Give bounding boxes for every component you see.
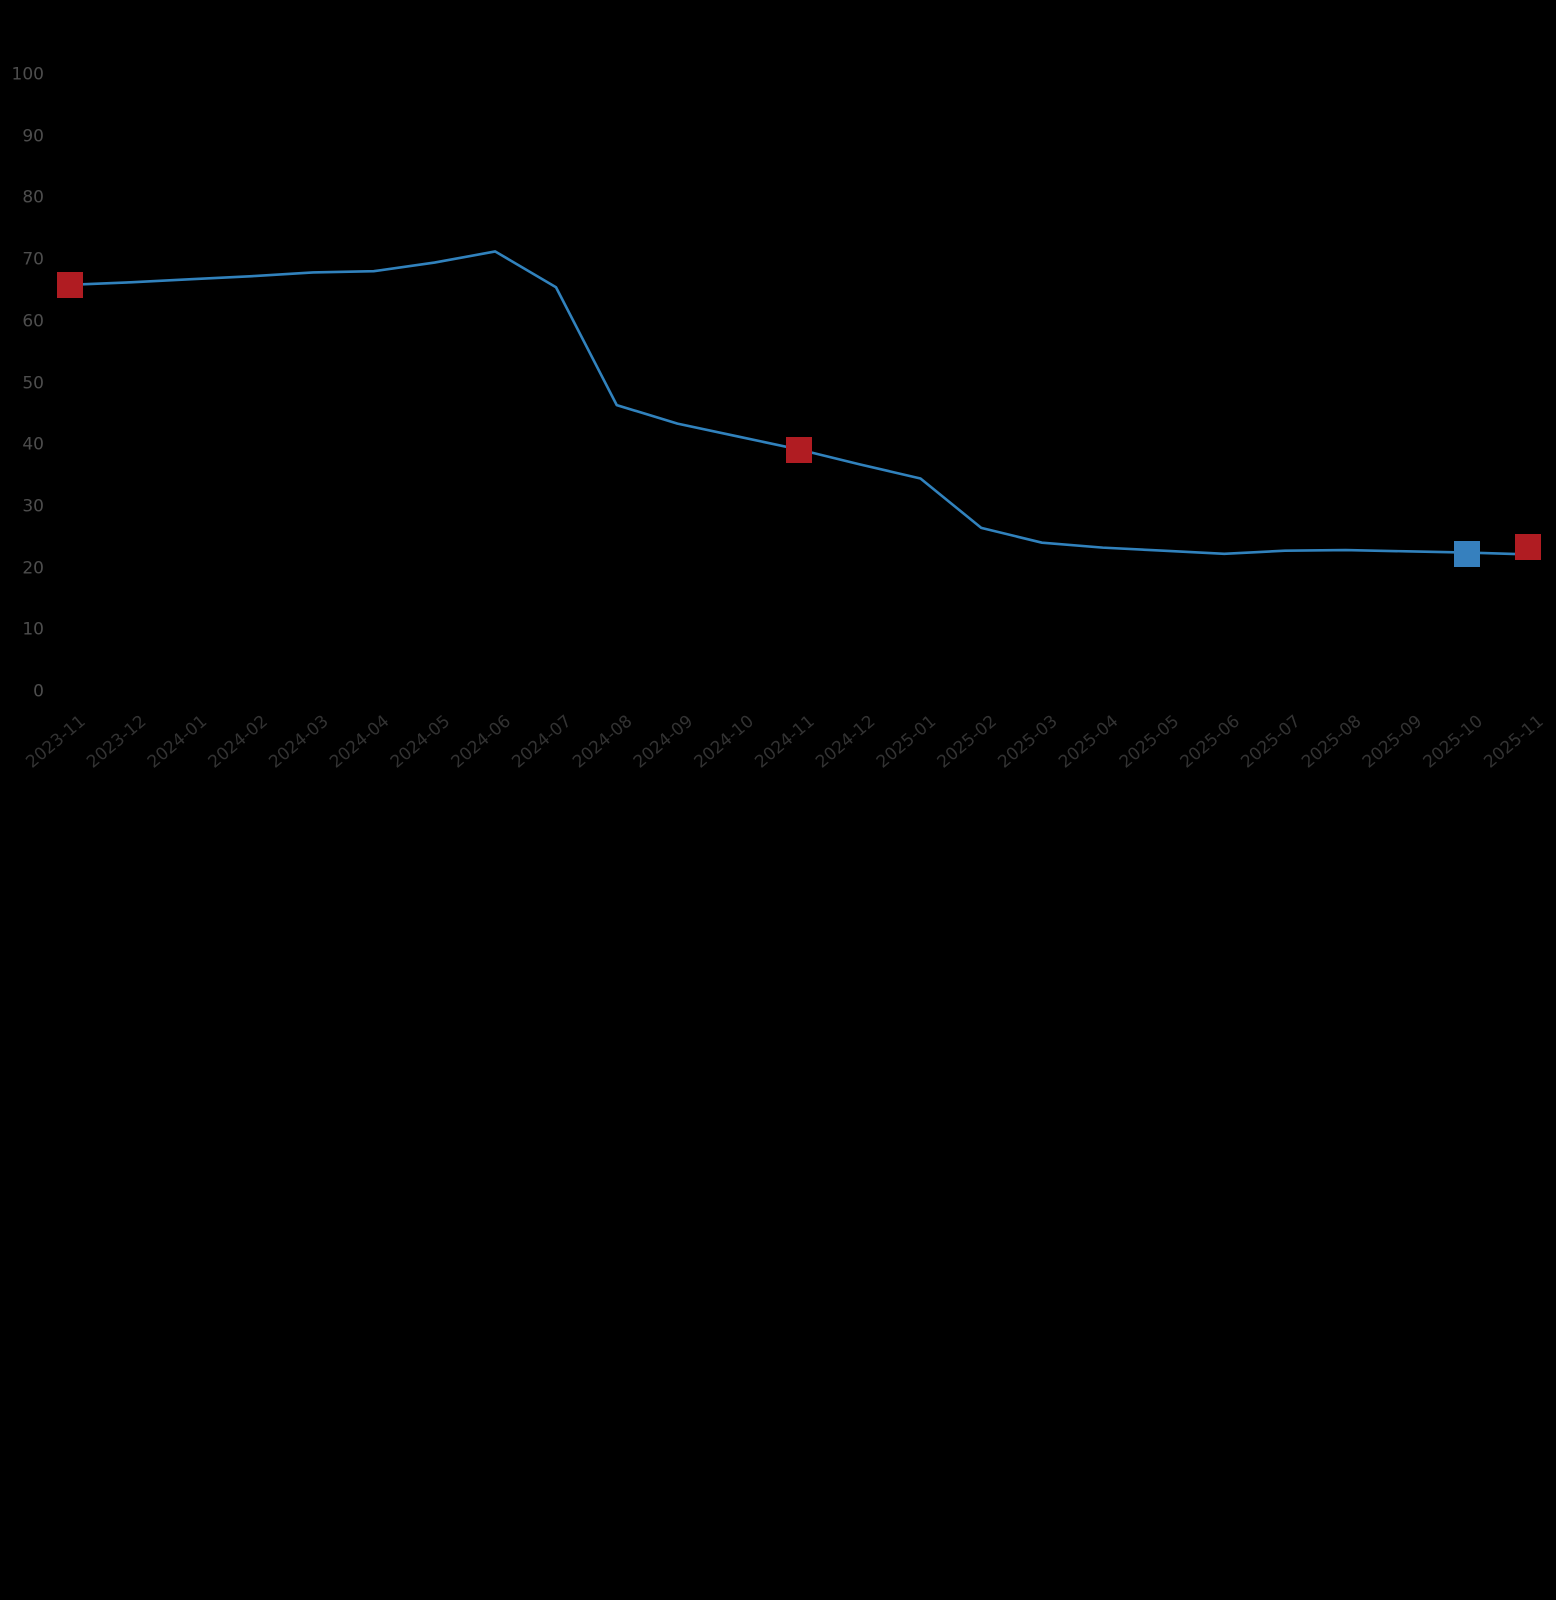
- current-marker[interactable]: [1454, 541, 1481, 568]
- mid-marker[interactable]: [786, 436, 812, 463]
- series-line: [68, 250, 1530, 556]
- y-tick-label: 80: [22, 187, 44, 208]
- y-tick-label: 60: [22, 311, 44, 332]
- y-tick-label: 50: [22, 373, 44, 393]
- y-tick-label: 20: [22, 558, 44, 579]
- y-tick-label: 40: [22, 434, 44, 455]
- y-tick-label: 100: [11, 64, 44, 85]
- end-marker[interactable]: [1515, 534, 1541, 560]
- y-tick-label: 90: [22, 126, 44, 147]
- line-chart: 0 10 20 30 40 50 60 70 80 90 100 2023-11 2023-12 202…: [11, 64, 1548, 773]
- y-tick-label: 30: [22, 496, 44, 517]
- start-marker[interactable]: [57, 271, 83, 298]
- y-tick-label: 10: [22, 619, 44, 640]
- x-tick-label: 2025-09: [1358, 711, 1427, 773]
- plot-area: [68, 250, 1530, 556]
- y-tick-label: 70: [22, 249, 44, 270]
- x-tick-label: 2025-03: [994, 711, 1062, 773]
- y-tick-label: 0: [33, 681, 44, 702]
